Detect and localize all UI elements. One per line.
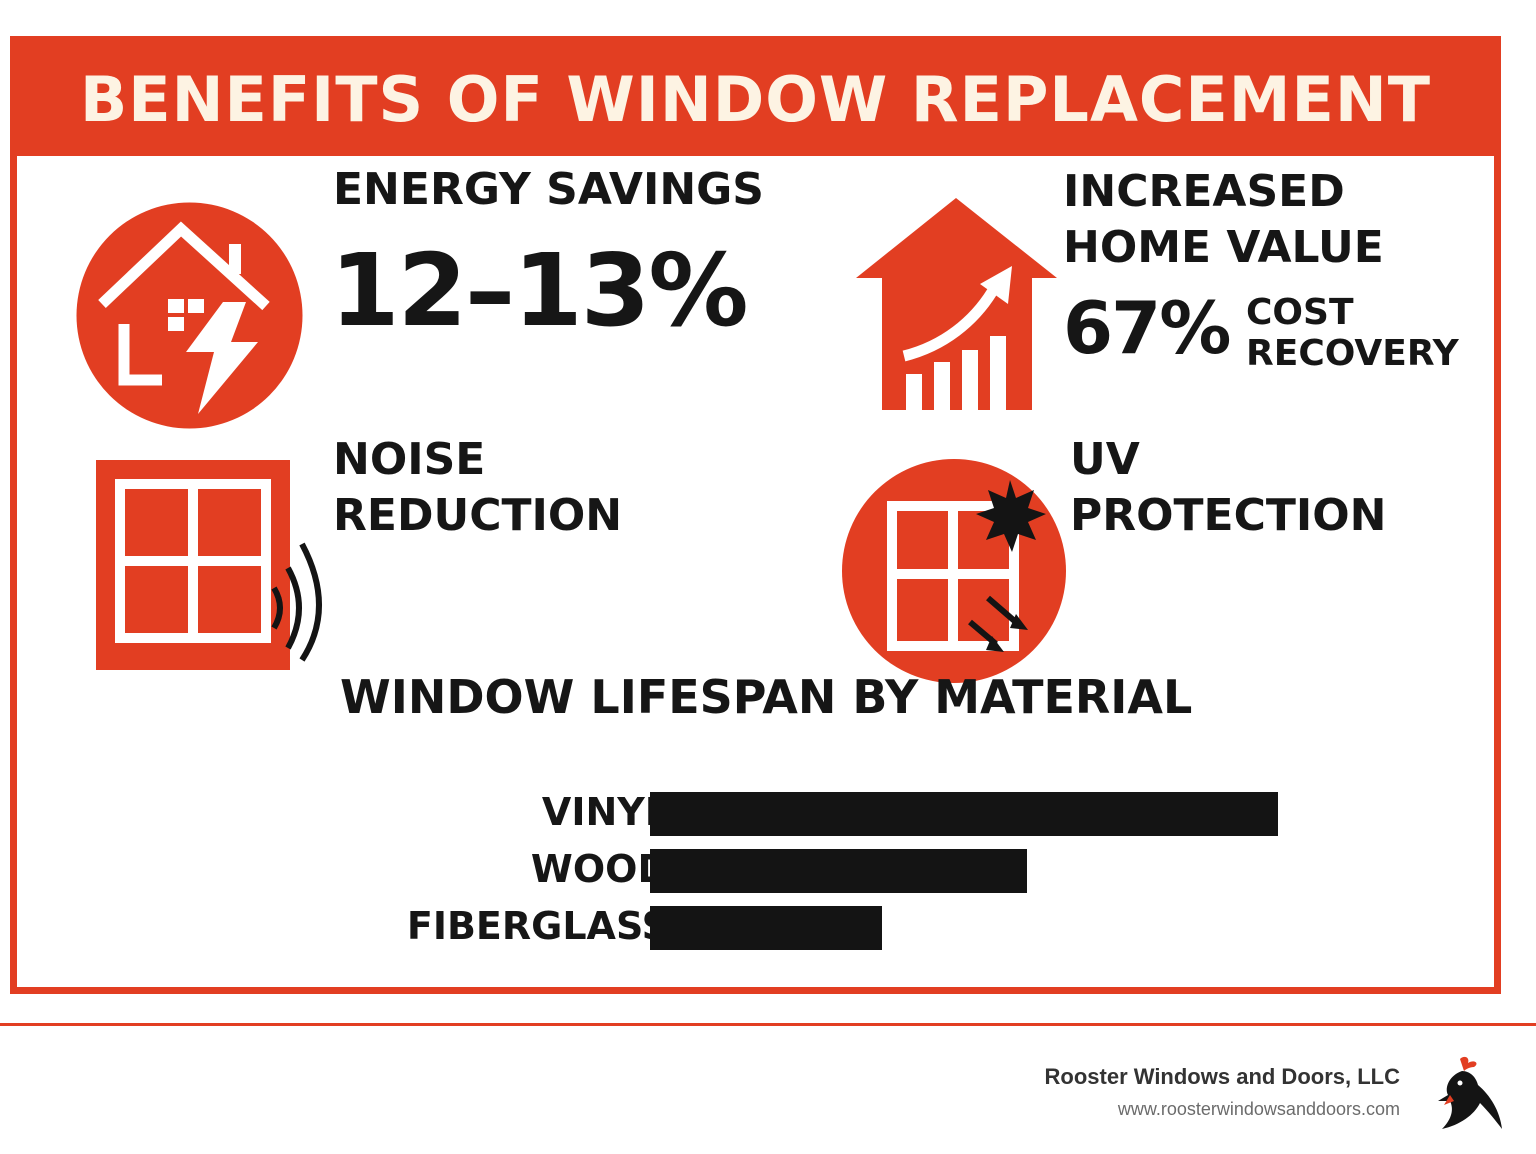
noise-reduction-heading: NOISE REDUCTION <box>333 432 622 544</box>
bar-label-wood: WOOD <box>530 847 669 891</box>
bar-vinyl <box>650 792 1278 836</box>
uv-protection-heading: UV PROTECTION <box>1070 432 1387 544</box>
home-value-heading: INCREASED HOME VALUE <box>1063 164 1384 276</box>
bar-label-fiberglass: FIBERGLASS <box>406 904 669 948</box>
noise-reduction-line2: REDUCTION <box>333 490 623 541</box>
page-title: BENEFITS OF WINDOW REPLACEMENT <box>79 63 1432 136</box>
cost-recovery-line1: COST <box>1246 292 1354 333</box>
title-banner: BENEFITS OF WINDOW REPLACEMENT <box>17 43 1494 156</box>
company-name: Rooster Windows and Doors, LLC <box>1044 1064 1400 1089</box>
company-url[interactable]: www.roosterwindowsanddoors.com <box>1117 1099 1400 1119</box>
window-sound-icon <box>96 460 322 670</box>
window-sun-icon <box>842 459 1066 683</box>
cost-recovery-line2: RECOVERY <box>1246 333 1459 374</box>
lifespan-chart-title: WINDOW LIFESPAN BY MATERIAL <box>340 670 1193 724</box>
home-value-percent: 67% <box>1063 286 1231 370</box>
uv-protection-line2: PROTECTION <box>1070 490 1387 541</box>
bar-label-vinyl: VINYL <box>541 790 669 834</box>
bar-wood <box>650 849 1027 893</box>
energy-savings-value: 12–13% <box>330 232 749 349</box>
cost-recovery-label: COST RECOVERY <box>1246 292 1459 374</box>
house-lightning-icon <box>76 202 303 429</box>
energy-savings-heading: ENERGY SAVINGS <box>333 164 764 215</box>
noise-reduction-line1: NOISE <box>333 434 486 485</box>
footer-divider <box>0 1023 1536 1026</box>
house-growth-icon <box>856 198 1057 410</box>
home-value-heading-line2: HOME VALUE <box>1063 222 1384 273</box>
bar-fiberglass <box>650 906 882 950</box>
uv-protection-line1: UV <box>1070 434 1140 485</box>
rooster-logo-icon <box>1438 1056 1502 1129</box>
home-value-heading-line1: INCREASED <box>1063 166 1345 217</box>
